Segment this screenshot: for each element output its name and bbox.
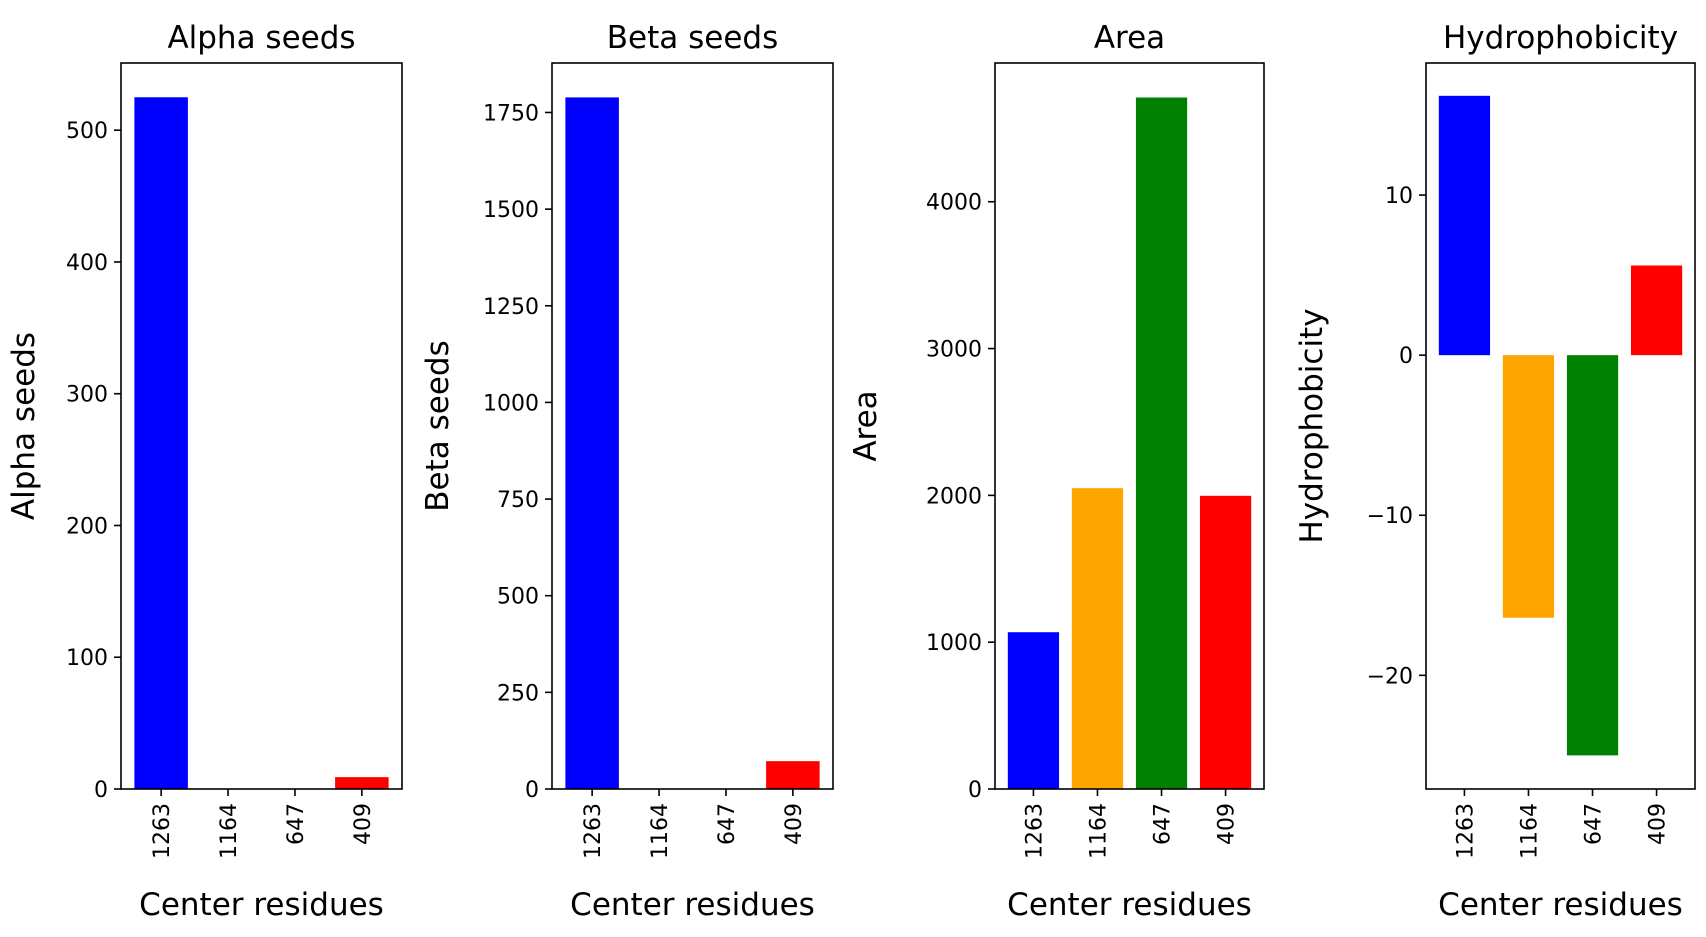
subplot-3: 0 1000 2000 3000 4000 1263 1164 647 409 Area Cente… <box>848 20 1265 923</box>
y-tick-label: 750 <box>497 488 539 513</box>
y-axis-label: Area <box>848 390 884 461</box>
y-tick-label: 1250 <box>483 295 539 320</box>
x-tick-label-409: 409 <box>1215 803 1240 845</box>
y-tick-label: 2000 <box>926 484 982 509</box>
y-tick-label: 0 <box>94 778 108 803</box>
x-tick-label-409: 409 <box>1646 803 1671 845</box>
axes-frame <box>1425 62 1696 790</box>
x-tick-label-1263: 1263 <box>1453 803 1478 859</box>
y-tick-label: 1750 <box>483 101 539 126</box>
bar-409 <box>766 761 820 789</box>
bar-1263 <box>1007 632 1060 789</box>
subplot-2: 0 250 500 750 1000 1250 1500 1750 1263 1164 647 409… <box>420 20 834 923</box>
chart-title: Beta seeds <box>607 20 778 56</box>
y-tick-label: 200 <box>66 514 108 539</box>
bar-409 <box>335 777 389 789</box>
x-tick-label-1263: 1263 <box>581 803 606 859</box>
y-tick-label: 300 <box>66 383 108 408</box>
x-axis-label: Center residues <box>570 887 815 923</box>
y-tick-label: 500 <box>497 585 539 610</box>
x-tick-label-1164: 1164 <box>1517 803 1542 859</box>
x-axis-label: Center residues <box>1438 887 1683 923</box>
y-tick-label: 500 <box>66 119 108 144</box>
y-tick-label: 100 <box>66 646 108 671</box>
y-tick-label: −10 <box>1367 504 1413 529</box>
y-axis-label: Hydrophobicity <box>1294 308 1330 543</box>
axes-frame <box>994 62 1265 790</box>
y-tick-label: 1000 <box>483 391 539 416</box>
bar-647 <box>1135 97 1188 789</box>
chart-title: Area <box>1094 20 1165 56</box>
bar-1263 <box>1438 95 1491 356</box>
x-tick-label-647: 647 <box>284 803 309 845</box>
y-tick-label: 0 <box>1399 344 1413 369</box>
x-axis-label: Center residues <box>1007 887 1252 923</box>
axes-frame <box>551 62 834 790</box>
subplot-4: −20 −10 0 10 1263 1164 647 409 Hydrophobicity Cen… <box>1294 20 1696 923</box>
bar-1164 <box>1502 355 1555 618</box>
x-tick-label-647: 647 <box>1582 803 1607 845</box>
bar-409 <box>1630 265 1683 356</box>
y-tick-label: 3000 <box>926 338 982 363</box>
x-tick-label-1164: 1164 <box>648 803 673 859</box>
y-tick-label: 0 <box>968 778 982 803</box>
subplot-1: 0 100 200 300 400 500 1263 1164 647 409 Alpha seed… <box>6 20 403 923</box>
chart-title: Hydrophobicity <box>1443 20 1678 56</box>
chart-title: Alpha seeds <box>167 20 355 56</box>
y-tick-label: 1500 <box>483 198 539 223</box>
bar-409 <box>1199 495 1252 789</box>
x-tick-label-1263: 1263 <box>150 803 175 859</box>
x-axis-label: Center residues <box>139 887 384 923</box>
bar-1263 <box>134 97 188 790</box>
bar-1263 <box>565 97 619 789</box>
y-tick-label: 10 <box>1385 184 1413 209</box>
bar-1164 <box>1071 488 1124 789</box>
y-tick-label: 400 <box>66 251 108 276</box>
y-tick-label: −20 <box>1367 664 1413 689</box>
x-tick-label-409: 409 <box>782 803 807 845</box>
y-axis-label: Alpha seeds <box>6 332 42 520</box>
x-tick-label-409: 409 <box>351 803 376 845</box>
axes-frame <box>120 62 403 790</box>
y-tick-label: 4000 <box>926 191 982 216</box>
x-tick-label-1164: 1164 <box>1086 803 1111 859</box>
bar-647 <box>1566 355 1619 756</box>
x-tick-label-1164: 1164 <box>217 803 242 859</box>
y-tick-label: 0 <box>525 778 539 803</box>
y-axis-label: Beta seeds <box>420 340 456 511</box>
x-tick-label-647: 647 <box>715 803 740 845</box>
x-tick-label-1263: 1263 <box>1022 803 1047 859</box>
y-tick-label: 250 <box>497 681 539 706</box>
y-tick-label: 1000 <box>926 631 982 656</box>
x-tick-label-647: 647 <box>1151 803 1176 845</box>
